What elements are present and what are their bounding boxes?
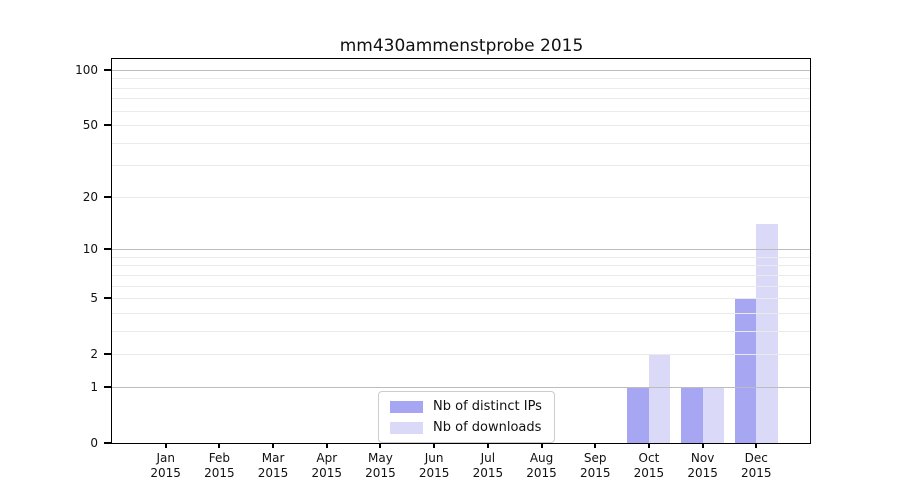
bar-distinct-ips [681, 386, 703, 443]
y-tick-mark [104, 353, 111, 356]
legend-label-distinct-ips: Nb of distinct IPs [433, 399, 542, 414]
x-tick-mark [433, 443, 436, 448]
legend: Nb of distinct IPs Nb of downloads [378, 391, 555, 443]
x-tick-label: Feb 2015 [191, 451, 247, 481]
y-tick-mark [104, 248, 111, 251]
legend-label-downloads: Nb of downloads [433, 420, 542, 435]
x-tick-mark [594, 443, 597, 448]
x-tick-label-year: 2015 [633, 466, 665, 480]
x-tick-mark [540, 443, 543, 448]
y-tick-mark [104, 124, 111, 127]
x-tick-mark [218, 443, 221, 448]
x-tick-label: Nov 2015 [675, 451, 731, 481]
x-tick-mark [755, 443, 758, 448]
y-tick-mark [104, 385, 111, 388]
minor-gridline [112, 312, 810, 314]
x-tick-label: Jan 2015 [138, 451, 194, 481]
x-tick-label-year: 2015 [365, 466, 396, 480]
x-tick-label: Jun 2015 [406, 451, 462, 481]
x-tick-mark [379, 443, 382, 448]
bar-downloads [702, 386, 725, 443]
minor-gridline [112, 87, 810, 89]
minor-gridline [112, 274, 810, 276]
x-tick-label: May 2015 [352, 451, 408, 481]
x-tick-label-year: 2015 [741, 466, 772, 480]
minor-gridline [112, 165, 810, 167]
minor-gridline [112, 298, 810, 300]
y-tick-label: 5 [90, 291, 98, 306]
x-tick-mark [486, 443, 489, 448]
x-tick-mark [325, 443, 328, 448]
minor-gridline [112, 78, 810, 80]
bar-downloads [756, 224, 778, 443]
x-tick-label: Sep 2015 [567, 451, 623, 481]
y-tick-label: 2 [90, 347, 98, 362]
legend-entry-distinct-ips: Nb of distinct IPs [390, 399, 542, 414]
bar-distinct-ips [734, 298, 757, 443]
y-tick-label: 0 [90, 436, 98, 450]
minor-gridline [112, 98, 810, 100]
x-tick-label-year: 2015 [526, 466, 557, 480]
x-tick-label-year: 2015 [418, 466, 450, 480]
minor-gridline [112, 330, 810, 332]
x-tick-label: Mar 2015 [245, 451, 301, 481]
y-tick-label: 50 [82, 118, 98, 133]
y-tick-mark [104, 297, 111, 300]
x-tick-mark [272, 443, 275, 448]
y-tick-label: 1 [90, 379, 98, 394]
x-tick-label: Oct 2015 [621, 451, 677, 481]
y-tick-label: 20 [82, 189, 98, 204]
x-tick-mark [701, 443, 704, 448]
x-tick-label-year: 2015 [204, 466, 235, 480]
minor-gridline [112, 142, 810, 144]
minor-gridline [112, 265, 810, 267]
x-tick-label: Apr 2015 [299, 451, 355, 481]
x-tick-label-year: 2015 [150, 466, 181, 480]
legend-swatch-downloads [390, 421, 423, 434]
x-tick-label-year: 2015 [311, 466, 343, 480]
chart-title: mm430ammenstprobe 2015 [339, 36, 584, 56]
minor-gridline [112, 125, 810, 127]
y-tick-mark [104, 442, 111, 444]
y-tick-label: 10 [82, 242, 98, 257]
y-tick-mark [104, 195, 111, 198]
minor-gridline [112, 285, 810, 287]
x-tick-label-year: 2015 [257, 466, 289, 480]
y-tick-mark [104, 69, 111, 71]
y-tick-label: 100 [75, 63, 98, 77]
legend-swatch-distinct-ips [390, 400, 423, 413]
x-tick-label-year: 2015 [579, 466, 611, 480]
x-tick-label: Jul 2015 [460, 451, 516, 481]
major-gridline [112, 249, 810, 251]
bar-downloads [648, 354, 671, 443]
minor-gridline [112, 110, 810, 112]
major-gridline [112, 70, 810, 71]
x-tick-label: Aug 2015 [514, 451, 570, 481]
plot-area [111, 58, 811, 444]
major-gridline [112, 386, 810, 388]
x-tick-mark [647, 443, 650, 448]
minor-gridline [112, 196, 810, 198]
bar-distinct-ips [627, 386, 649, 443]
minor-gridline [112, 256, 810, 258]
x-tick-label-year: 2015 [472, 466, 504, 480]
x-tick-label-year: 2015 [687, 466, 718, 480]
x-tick-label: Dec 2015 [728, 451, 784, 481]
legend-entry-downloads: Nb of downloads [390, 420, 542, 435]
minor-gridline [112, 354, 810, 356]
x-tick-mark [164, 443, 167, 448]
